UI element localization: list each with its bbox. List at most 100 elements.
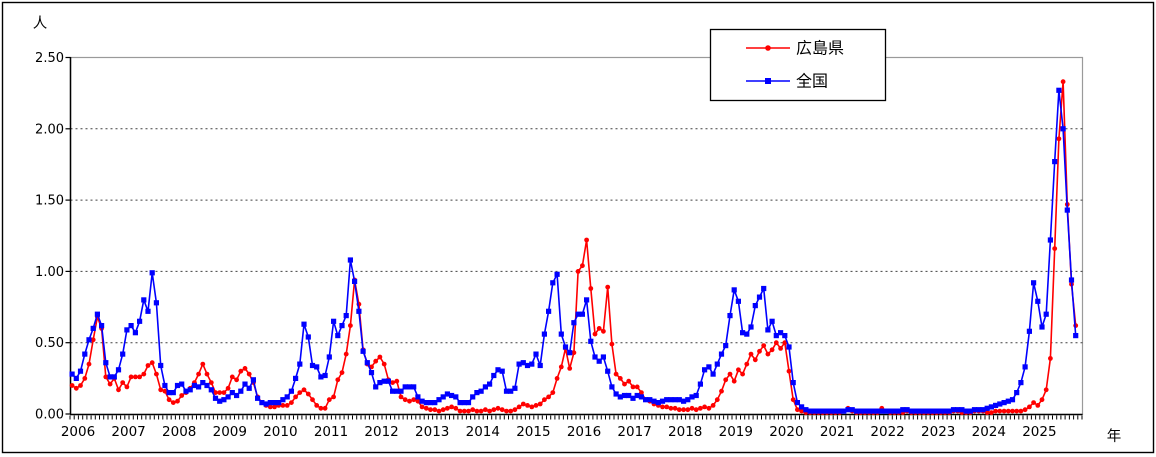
data-point-square [1031,280,1037,286]
data-point-square [575,311,581,317]
data-point-square [309,362,316,369]
data-point-circle [744,361,750,367]
data-point-circle [769,347,775,353]
data-point-circle [736,367,741,373]
data-point-square [99,323,105,329]
data-point-circle [706,405,712,411]
data-point-square [626,392,632,399]
legend-square-marker-icon [765,78,771,84]
data-point-circle [208,380,214,385]
data-point-square [837,408,843,414]
data-point-circle [305,391,311,397]
data-point-circle [314,403,320,408]
data-point-circle [630,384,636,390]
data-point-square [815,408,822,414]
data-point-square [1014,390,1020,396]
data-point-square [255,395,261,401]
data-point-square [137,318,143,324]
data-point-square [735,298,741,304]
data-point-circle [322,405,328,411]
data-point-circle [491,407,497,413]
x-axis-title: 年 [1107,428,1122,445]
x-year-label: 2024 [972,424,1006,440]
x-year-label: 2006 [61,424,95,440]
data-point-square [988,404,994,410]
data-point-square [841,408,847,414]
data-point-circle [1048,356,1053,361]
data-point-square [765,327,771,333]
data-point-square [929,408,935,414]
data-point-square [111,374,117,380]
data-point-square [179,381,185,387]
data-point-square [546,308,552,314]
data-point-square [326,354,332,360]
data-point-square [305,334,311,340]
data-point-circle [584,237,589,243]
data-point-circle [1010,408,1015,414]
data-point-circle [723,377,729,383]
data-point-square [681,398,687,404]
data-point-circle [116,387,121,393]
data-point-square [828,408,834,414]
data-point-square [465,400,472,406]
data-point-circle [158,387,164,393]
data-point-circle [234,377,240,383]
data-point-circle [221,390,227,395]
data-point-circle [310,397,315,403]
data-point-circle [605,284,611,290]
data-point-circle [997,408,1003,414]
data-point-square [495,367,501,373]
data-point-square [516,361,522,367]
data-point-square [373,384,379,390]
data-point-circle [326,397,332,403]
data-point-circle [120,380,126,385]
data-point-square [643,397,649,403]
data-point-square [115,367,122,373]
data-point-circle [128,374,134,380]
data-point-circle [331,394,336,400]
data-point-circle [520,401,526,407]
data-point-circle [69,383,75,388]
data-point-square [1073,333,1079,339]
data-point-circle [727,371,733,377]
legend-label: 広島県 [796,39,844,58]
data-point-square [942,408,948,414]
data-point-square [976,407,982,413]
x-year-label: 2018 [668,424,702,440]
legend-label: 全国 [796,72,828,91]
data-point-square [579,311,585,317]
data-point-circle [377,354,383,360]
y-axis-title: 人 [33,15,48,32]
data-point-square [520,360,526,366]
data-point-square [385,378,391,384]
data-point-circle [457,408,463,414]
data-point-circle [512,407,518,413]
data-point-square [664,397,670,403]
data-point-square [710,371,716,377]
data-point-circle [508,408,514,414]
data-point-square [1047,237,1053,243]
data-point-circle [415,398,421,404]
x-year-label: 2013 [415,424,449,440]
data-point-square [1005,398,1011,404]
data-point-square [984,405,990,411]
data-point-circle [1043,387,1049,393]
data-point-circle [748,351,754,357]
x-year-label: 2012 [364,424,398,440]
data-point-square [773,333,779,339]
data-point-square [824,408,830,414]
data-point-circle [124,384,130,390]
data-point-square [141,297,147,303]
data-point-circle [542,397,547,403]
data-point-square [124,327,130,333]
data-point-square [90,325,96,331]
data-point-square [381,378,387,384]
x-year-label: 2020 [769,424,803,440]
x-year-label: 2007 [111,424,145,440]
data-point-square [284,394,290,400]
data-point-circle [1052,246,1058,252]
data-point-circle [757,348,762,354]
data-point-square [335,333,341,339]
data-point-square [689,394,695,400]
data-point-square [647,397,653,403]
